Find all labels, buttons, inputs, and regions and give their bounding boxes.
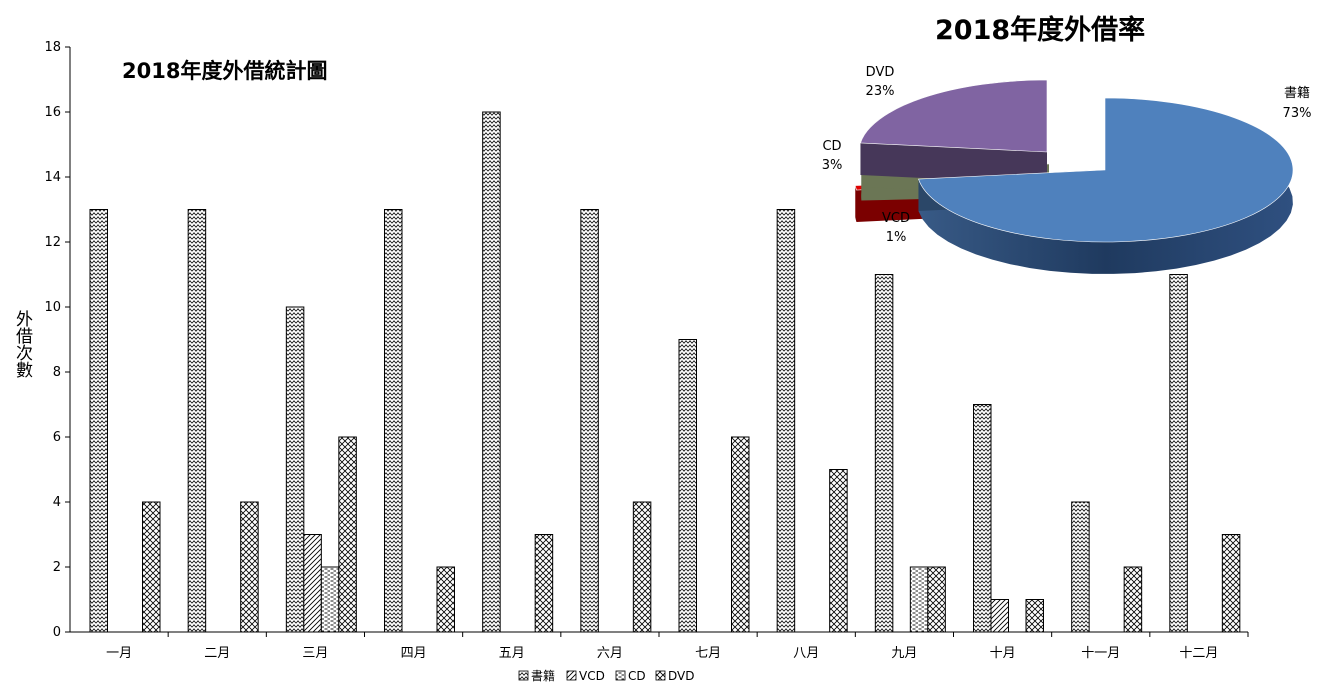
legend-label-CD: CD	[628, 669, 646, 683]
bar-書籍-四月	[384, 209, 403, 633]
bar-DVD-一月	[142, 501, 161, 633]
y-tick-label: 6	[53, 430, 61, 445]
x-category-label: 十二月	[1179, 646, 1218, 661]
bar-書籍-十月	[973, 404, 992, 633]
pie-label-value-書籍: 73%	[1283, 106, 1312, 121]
x-category-label: 六月	[597, 646, 623, 661]
bar-書籍-十二月	[1169, 274, 1188, 633]
bar-chart-y-ticks: 0 2 4 6 8 10 12 14 16 18	[44, 40, 61, 640]
y-tick-label: 0	[53, 625, 61, 640]
bar-chart-title: 2018年度外借統計圖	[122, 59, 327, 83]
pie-label-name-書籍: 書籍	[1284, 85, 1310, 101]
bar-chart-legend: 書籍 VCD CD DVD	[518, 668, 694, 683]
pie-label-value-DVD: 23%	[866, 84, 895, 99]
y-tick-label: 4	[53, 495, 61, 510]
pie-slice-cut-DVD	[860, 142, 1047, 184]
legend-label-書籍: 書籍	[531, 668, 555, 683]
pie-slice-DVD	[860, 79, 1048, 184]
x-category-label: 五月	[499, 646, 525, 661]
pie-slice-書籍	[918, 97, 1294, 274]
bar-chart-bars	[89, 111, 1241, 633]
x-category-label: 一月	[106, 646, 132, 661]
bar-VCD-十月	[990, 599, 1009, 633]
legend-swatch-DVD	[655, 670, 666, 681]
legend-label-DVD: DVD	[668, 669, 694, 683]
x-category-label: 八月	[793, 646, 819, 661]
pie-label-value-VCD: 1%	[886, 230, 907, 245]
bar-VCD-三月	[303, 534, 322, 633]
bar-DVD-八月	[829, 469, 848, 633]
bar-書籍-二月	[187, 209, 207, 633]
x-category-label: 七月	[695, 646, 721, 661]
bar-DVD-九月	[927, 566, 946, 633]
pie-chart-labels: 書籍 73% VCD 1% CD 3% DVD 23%	[822, 65, 1312, 245]
y-tick-label: 2	[53, 560, 61, 575]
bar-書籍-一月	[89, 209, 108, 633]
bar-書籍-七月	[678, 339, 697, 633]
bar-書籍-五月	[482, 111, 501, 633]
y-tick-label: 12	[44, 235, 61, 250]
legend-swatch-VCD	[566, 670, 577, 681]
legend-swatch-書籍	[518, 670, 529, 681]
bar-書籍-三月	[285, 306, 305, 633]
bar-DVD-六月	[632, 501, 652, 633]
pie-label-name-VCD: VCD	[882, 211, 910, 226]
y-tick-label: 18	[44, 40, 61, 55]
bar-書籍-八月	[776, 209, 796, 633]
y-tick-label: 8	[53, 365, 61, 380]
bar-DVD-十月	[1025, 599, 1044, 633]
bar-chart-categories: 一月 二月 三月 四月 五月 六月 七月 八月 九月 十月 十一月 十二月	[106, 646, 1218, 661]
bar-chart-axes	[65, 46, 1249, 637]
bar-CD-九月	[909, 566, 929, 633]
pie-label-value-CD: 3%	[822, 158, 843, 173]
bar-DVD-五月	[534, 534, 554, 633]
bar-書籍-六月	[580, 209, 599, 633]
x-category-label: 十月	[990, 646, 1016, 661]
bar-DVD-十一月	[1123, 566, 1143, 633]
x-category-label: 二月	[204, 646, 230, 661]
x-category-label: 三月	[302, 646, 328, 661]
pie-slice-top-DVD	[860, 79, 1048, 153]
legend-swatch-CD	[615, 670, 626, 681]
pie-slice-top-書籍	[918, 97, 1294, 243]
bar-DVD-二月	[240, 501, 259, 633]
y-tick-label: 10	[44, 300, 61, 315]
bar-DVD-七月	[731, 436, 750, 633]
pie-label-name-CD: CD	[822, 139, 841, 154]
bar-書籍-十一月	[1071, 501, 1090, 633]
y-tick-label: 16	[44, 105, 61, 120]
x-category-label: 十一月	[1081, 646, 1120, 661]
bar-DVD-三月	[338, 436, 357, 633]
bar-DVD-四月	[436, 566, 455, 633]
legend-label-VCD: VCD	[579, 669, 605, 683]
x-category-label: 九月	[891, 646, 917, 661]
pie-label-name-DVD: DVD	[866, 65, 895, 80]
bar-書籍-九月	[874, 274, 894, 633]
bar-CD-三月	[320, 566, 340, 633]
bar-DVD-十二月	[1221, 534, 1241, 633]
bar-chart-y-axis-label: 外借次數	[12, 310, 33, 378]
pie-chart	[855, 79, 1294, 274]
x-category-label: 四月	[401, 646, 427, 661]
y-tick-label: 14	[44, 170, 61, 185]
pie-chart-title: 2018年度外借率	[935, 14, 1145, 46]
